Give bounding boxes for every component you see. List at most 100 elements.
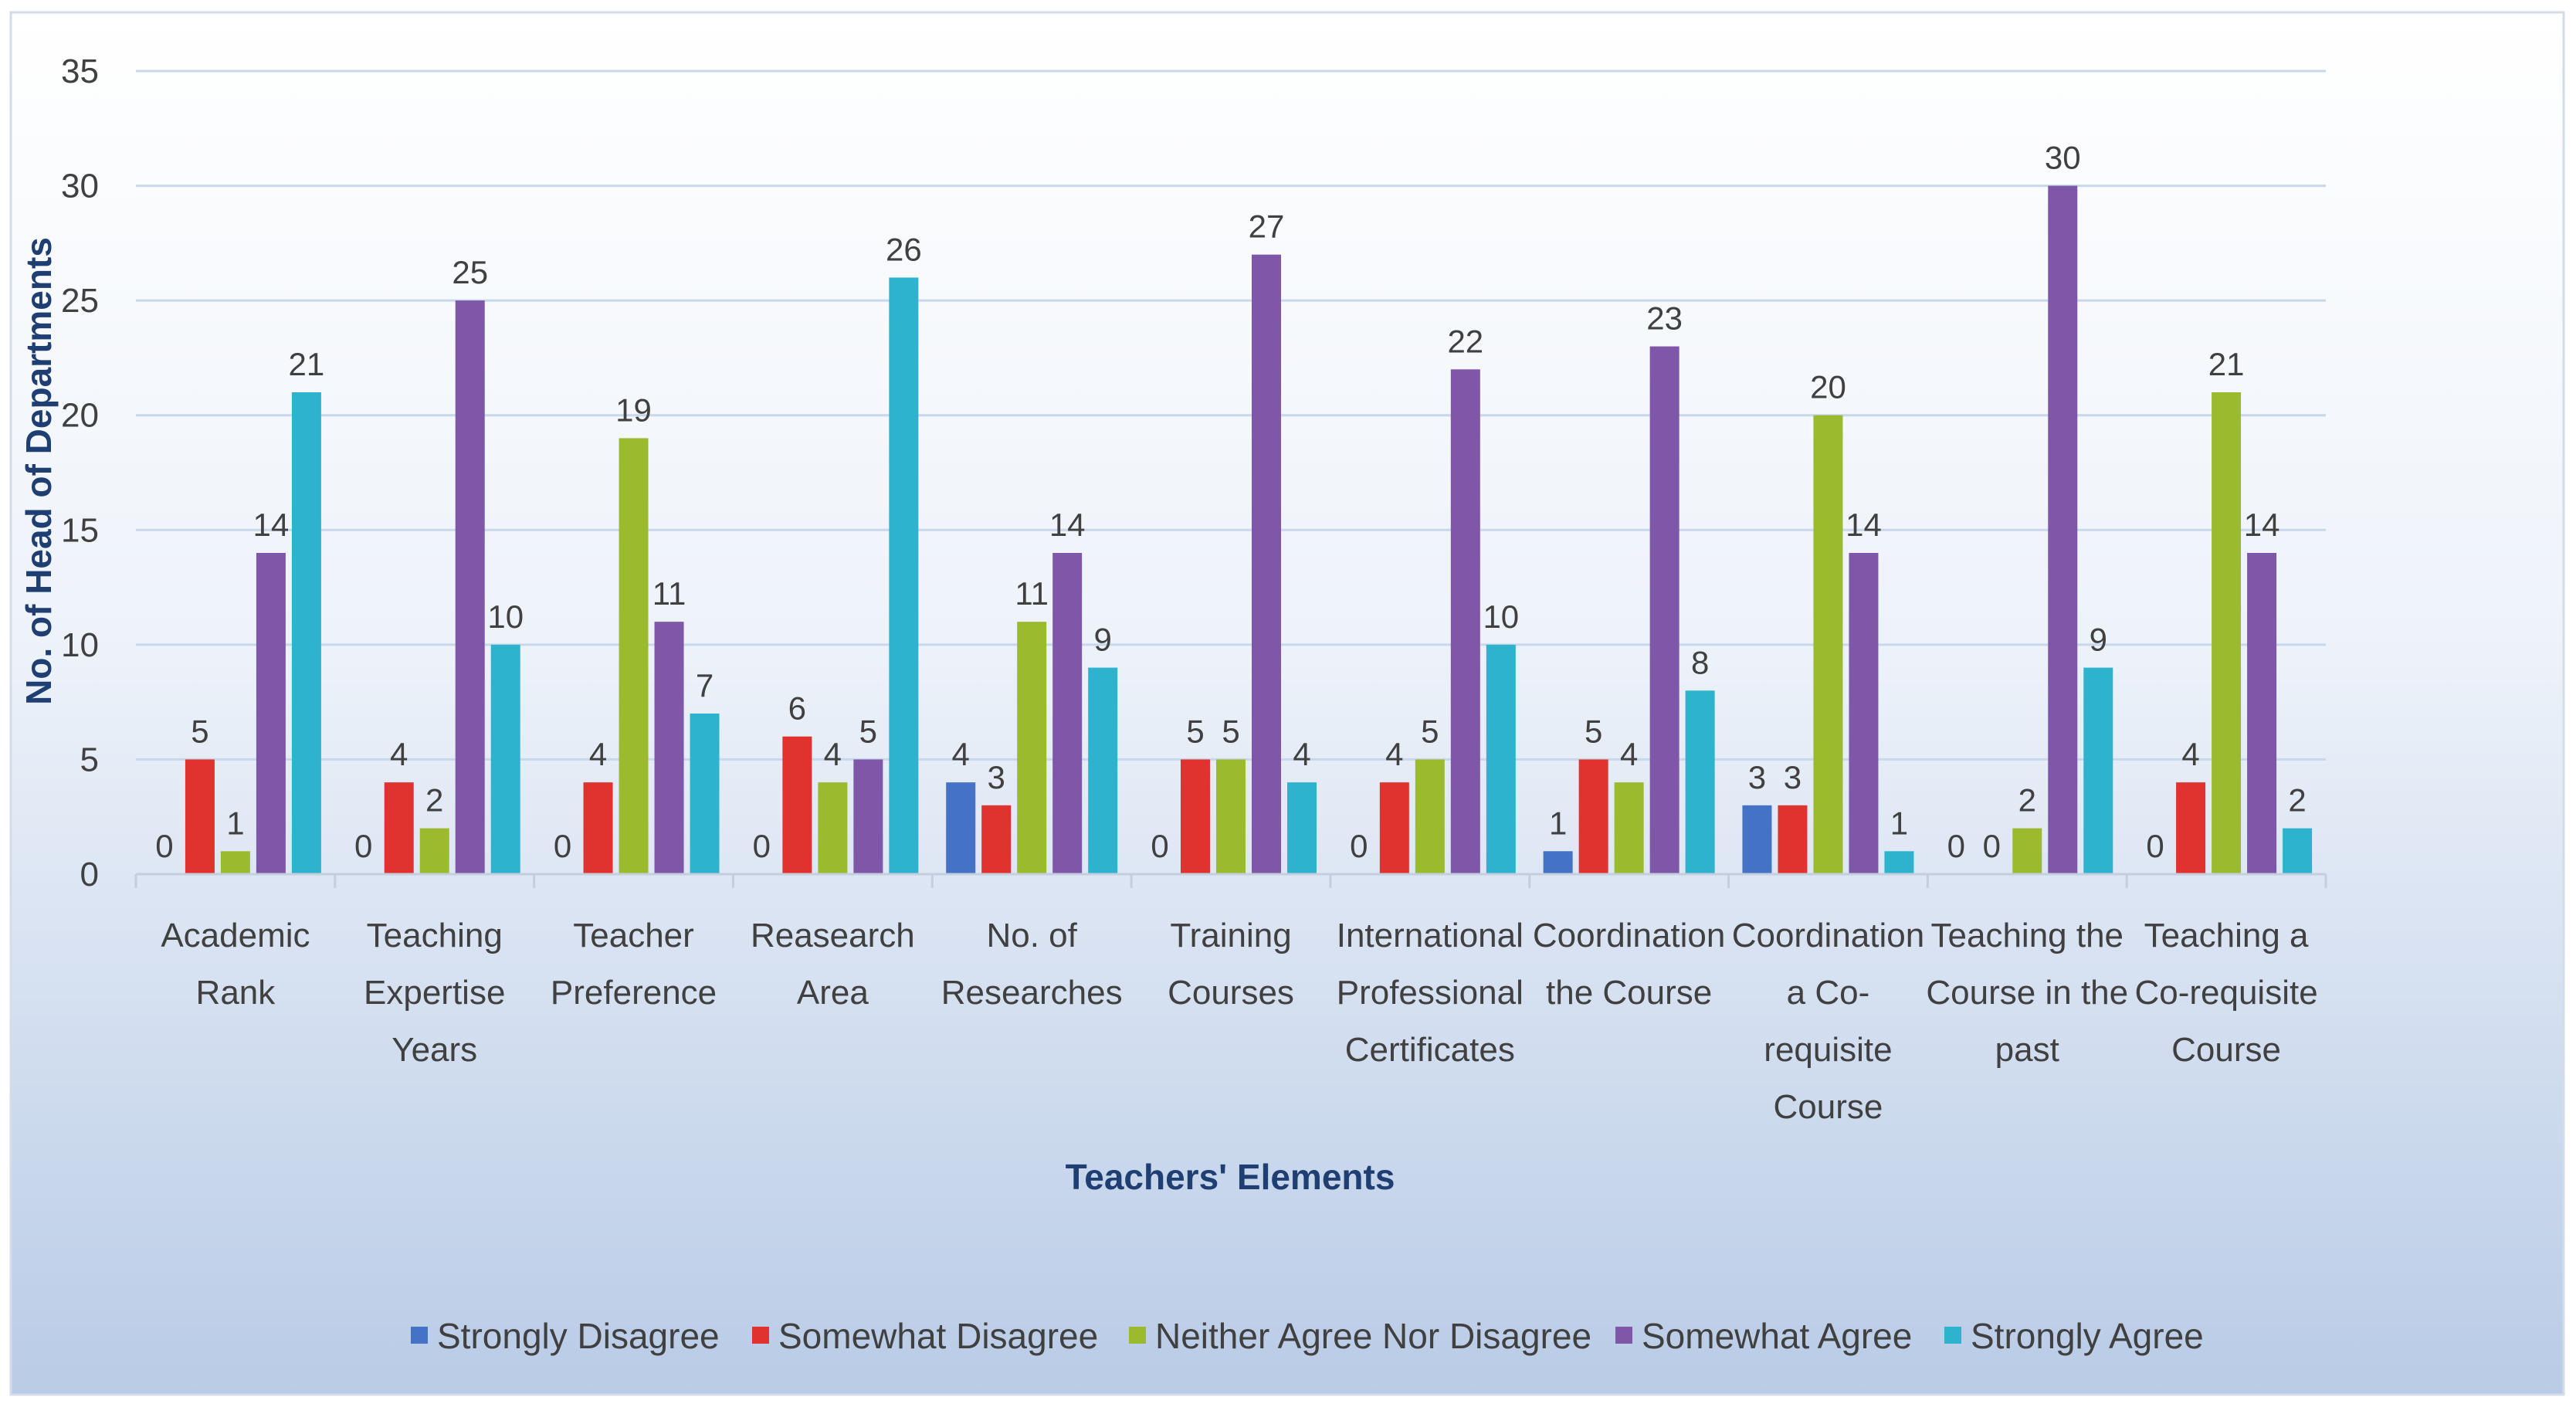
legend-entry: Strongly Agree [1944,1316,2204,1356]
legend-label: Strongly Disagree [437,1316,720,1356]
legend-label: Somewhat Disagree [778,1316,1098,1356]
legend-entry: Strongly Disagree [411,1316,720,1356]
data-label: 3 [988,759,1005,795]
y-tick-label: 25 [61,282,99,320]
bar [384,782,414,874]
data-label: 5 [859,713,877,749]
bar [981,805,1012,874]
bar [1486,644,1516,874]
bar [2048,185,2078,875]
x-tick-label: requisite [1764,1031,1892,1069]
data-label: 1 [226,805,244,841]
x-tick-label: Co-requisite [2134,974,2317,1012]
bar [490,644,520,874]
x-tick-label: Course [1774,1088,1883,1126]
bar [1088,667,1118,874]
x-tick-label: Coordination [1732,917,1925,954]
data-label: 8 [1691,644,1709,680]
legend-entry: Neither Agree Nor Disagree [1129,1316,1591,1356]
bar [256,553,286,874]
bar [2083,667,2113,874]
data-label: 11 [1015,575,1049,612]
x-tick-label: Preference [551,974,717,1012]
data-label: 3 [1748,759,1766,795]
bar [853,759,883,874]
legend-entry: Somewhat Agree [1615,1316,1912,1356]
data-label: 19 [615,392,652,428]
data-label: 2 [2018,782,2036,819]
bar [946,782,976,874]
axes: 05101520253035AcademicRankTeachingExpert… [61,53,2327,1126]
data-label: 0 [554,828,571,864]
legend-entry: Somewhat Disagree [752,1316,1098,1356]
x-tick-label: Teaching a [2144,917,2309,954]
data-label: 3 [1784,759,1802,795]
chart-background [9,11,2565,1396]
bar [1543,851,1573,874]
bar [291,392,321,874]
bar [2283,828,2313,874]
data-label: 2 [425,782,443,819]
data-label: 4 [1385,736,1403,772]
bar [185,759,215,874]
x-tick-label: Course in the [1926,974,2128,1012]
data-label: 10 [487,598,524,635]
bar [419,828,449,874]
data-label: 21 [289,346,325,382]
bar [1884,851,1914,874]
bar [1379,782,1409,874]
bar [2247,553,2277,874]
data-label: 20 [1810,369,1846,405]
x-tick-label: the Course [1546,974,1712,1012]
data-label: 0 [1350,828,1368,864]
bar [782,736,812,874]
data-label: 9 [2090,622,2107,658]
data-label: 14 [1049,507,1086,543]
x-tick-label: Academic [161,917,310,954]
data-label: 0 [2146,828,2164,864]
bar [1813,415,1843,874]
data-label: 4 [824,736,842,772]
data-label: 22 [1447,323,1483,359]
data-label: 30 [2045,140,2081,176]
bar [1052,553,1083,874]
data-label: 2 [2288,782,2306,819]
legend-label: Somewhat Agree [1642,1316,1912,1356]
data-label: 4 [1620,736,1638,772]
data-label: 5 [1186,713,1204,749]
y-axis-title: No. of Head of Departments [19,237,59,705]
bar [1849,553,1879,874]
y-tick-label: 10 [61,626,99,664]
data-label: 10 [1483,598,1519,635]
data-label: 23 [1646,300,1683,337]
x-tick-label: No. of [986,917,1077,954]
legend-label: Strongly Agree [1971,1316,2204,1356]
data-label: 14 [253,507,290,543]
bar [455,300,485,875]
bar [2212,392,2242,874]
data-label: 7 [696,667,713,704]
y-tick-label: 0 [80,856,99,893]
data-label: 5 [1222,713,1239,749]
bar [1685,690,1715,874]
y-tick-label: 30 [61,168,99,205]
x-tick-label: Expertise [364,974,505,1012]
data-label: 9 [1094,622,1112,658]
y-tick-label: 20 [61,397,99,435]
data-label: 4 [1293,736,1310,772]
x-tick-label: Teaching [367,917,503,954]
x-tick-label: Teaching the [1931,917,2124,954]
bar [654,622,684,874]
bar [1017,622,1047,874]
data-label: 4 [390,736,408,772]
legend-swatch [752,1327,769,1344]
x-tick-label: Coordination [1533,917,1726,954]
data-label: 5 [1585,713,1602,749]
data-label: 4 [952,736,970,772]
data-label: 5 [191,713,208,749]
bar [1287,782,1317,874]
bar [1450,369,1480,874]
